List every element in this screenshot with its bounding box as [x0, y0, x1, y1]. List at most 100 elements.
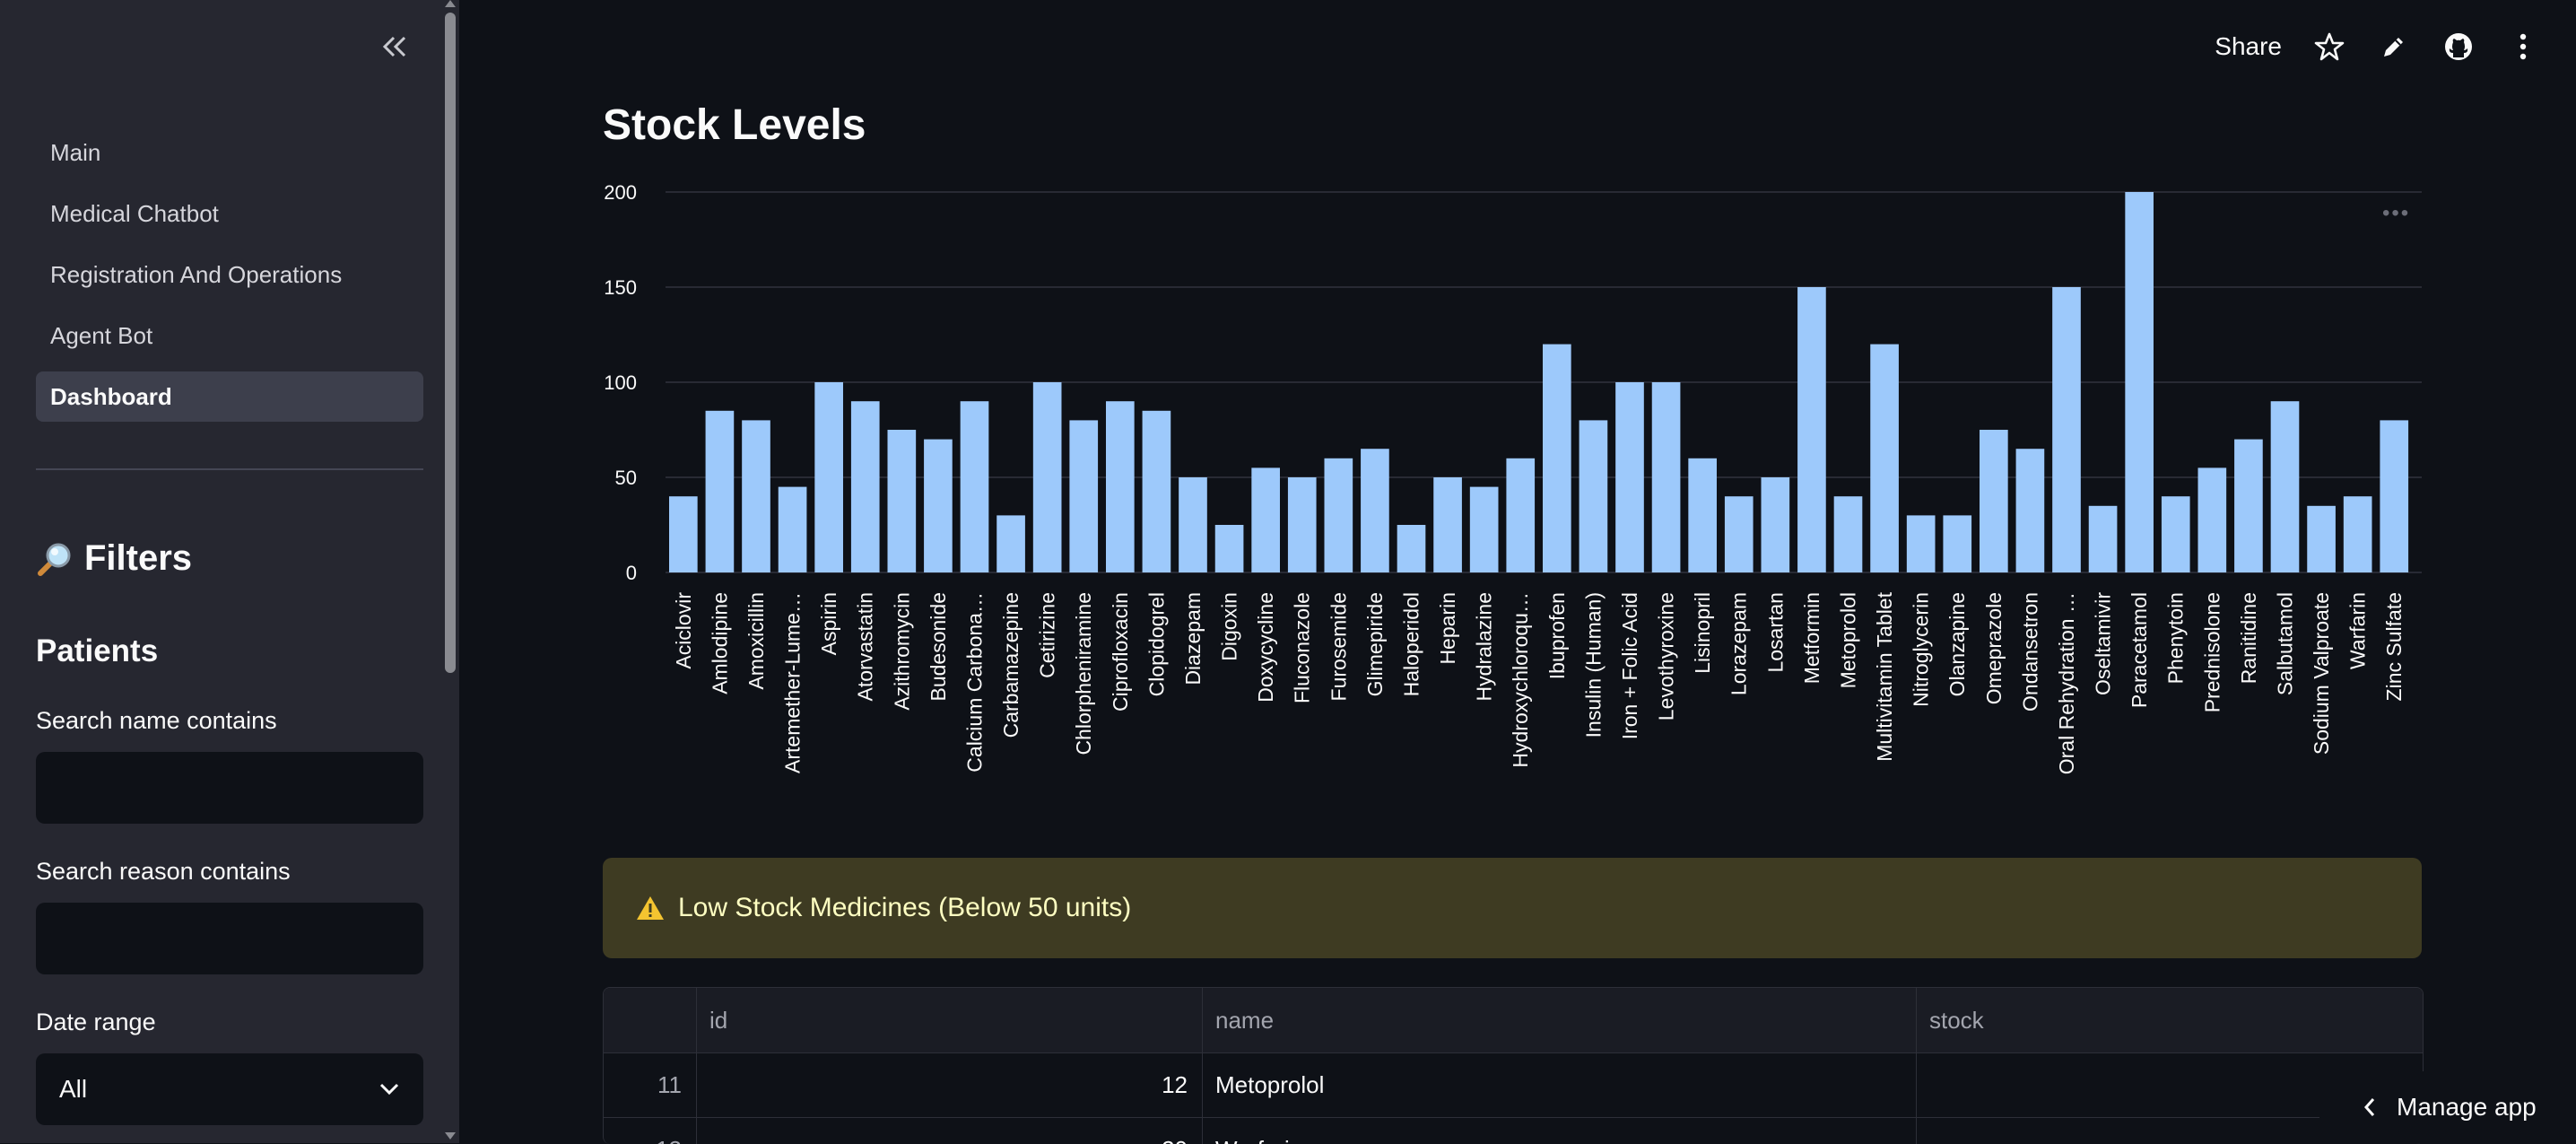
- manage-app-button[interactable]: Manage app: [2319, 1071, 2576, 1143]
- share-button[interactable]: Share: [2215, 32, 2282, 60]
- bar-4[interactable]: [814, 382, 843, 572]
- bar-46[interactable]: [2343, 496, 2372, 572]
- bar-47[interactable]: [2380, 420, 2409, 572]
- bar-32[interactable]: [1833, 496, 1863, 572]
- x-tick-label: Prednisolone: [2200, 592, 2224, 712]
- nav-item-main[interactable]: Main: [50, 138, 101, 166]
- x-tick-label: Oral Rehydration …: [2055, 592, 2078, 774]
- bar-33[interactable]: [1870, 344, 1899, 572]
- x-tick-label: Digoxin: [1218, 592, 1241, 661]
- bar-14[interactable]: [1179, 477, 1207, 572]
- search-name-input[interactable]: [36, 752, 423, 824]
- bar-30[interactable]: [1761, 477, 1790, 572]
- bar-25[interactable]: [1579, 420, 1608, 572]
- more-vertical-icon[interactable]: [2506, 30, 2540, 64]
- table-row[interactable]: 11 12 Metoprolol: [604, 1052, 2423, 1118]
- sidebar-nav: Main Medical Chatbot Registration And Op…: [36, 127, 423, 432]
- id-cell[interactable]: 12: [697, 1052, 1203, 1117]
- date-range-select[interactable]: All: [36, 1053, 423, 1125]
- bar-2[interactable]: [742, 420, 770, 572]
- bar-45[interactable]: [2307, 505, 2336, 572]
- date-range-value: All: [59, 1075, 88, 1103]
- bar-8[interactable]: [960, 401, 989, 572]
- nav-item-agent-bot[interactable]: Agent Bot: [50, 321, 153, 349]
- bar-22[interactable]: [1469, 486, 1499, 572]
- bar-5[interactable]: [850, 401, 880, 572]
- chart-menu-icon[interactable]: •••: [2382, 201, 2411, 225]
- bar-12[interactable]: [1106, 401, 1135, 572]
- x-tick-label: Carbamazepine: [999, 592, 1023, 738]
- x-tick-label: Hydralazine: [1473, 592, 1496, 701]
- bar-26[interactable]: [1615, 382, 1644, 572]
- x-tick-label: Insulin (Human): [1581, 592, 1605, 738]
- chevron-down-icon: [379, 1083, 399, 1096]
- bar-42[interactable]: [2197, 467, 2227, 572]
- bar-15[interactable]: [1214, 525, 1244, 572]
- bar-13[interactable]: [1142, 410, 1171, 572]
- bar-35[interactable]: [1943, 515, 1972, 572]
- bar-17[interactable]: [1287, 477, 1317, 572]
- bar-9[interactable]: [996, 515, 1025, 572]
- row-index-cell: 12: [604, 1117, 697, 1144]
- star-icon[interactable]: [2312, 30, 2346, 64]
- bar-7[interactable]: [924, 439, 953, 572]
- bar-16[interactable]: [1251, 467, 1280, 572]
- bar-36[interactable]: [1980, 430, 2008, 572]
- search-reason-input[interactable]: [36, 903, 423, 974]
- sidebar-scrollbar-thumb[interactable]: [445, 13, 456, 673]
- column-header-id[interactable]: id: [697, 988, 1203, 1052]
- bar-24[interactable]: [1543, 344, 1571, 572]
- bar-27[interactable]: [1651, 382, 1681, 572]
- bar-44[interactable]: [2270, 401, 2300, 572]
- id-cell[interactable]: 20: [697, 1117, 1203, 1144]
- bar-0[interactable]: [669, 496, 698, 572]
- x-tick-label: Clopidogrel: [1144, 592, 1168, 696]
- nav-item-registration-and-operations[interactable]: Registration And Operations: [50, 260, 343, 288]
- x-tick-label: Amlodipine: [708, 592, 731, 694]
- bar-10[interactable]: [1032, 382, 1062, 572]
- column-header-index[interactable]: [604, 988, 697, 1052]
- scroll-down-arrow-icon[interactable]: [445, 1132, 456, 1140]
- bar-28[interactable]: [1688, 458, 1717, 572]
- bar-29[interactable]: [1724, 496, 1754, 572]
- bar-37[interactable]: [2015, 449, 2045, 572]
- y-tick-label: 50: [615, 467, 637, 489]
- bar-38[interactable]: [2052, 287, 2081, 572]
- bar-1[interactable]: [705, 410, 735, 572]
- bar-41[interactable]: [2161, 496, 2190, 572]
- table-row[interactable]: 12 20 Warfarin: [604, 1117, 2423, 1144]
- bar-3[interactable]: [778, 486, 807, 572]
- x-tick-label: Diazepam: [1181, 592, 1205, 686]
- github-icon[interactable]: [2441, 30, 2476, 64]
- column-header-name[interactable]: name: [1203, 988, 1917, 1052]
- pencil-icon[interactable]: [2377, 30, 2411, 64]
- bar-31[interactable]: [1797, 287, 1826, 572]
- name-cell[interactable]: Metoprolol: [1203, 1052, 1917, 1117]
- bar-20[interactable]: [1397, 525, 1426, 572]
- bar-34[interactable]: [1906, 515, 1936, 572]
- x-tick-label: Nitroglycerin: [1910, 592, 1933, 707]
- scroll-up-arrow-icon[interactable]: [445, 0, 456, 7]
- y-tick-label: 150: [604, 276, 637, 299]
- x-tick-label: Oseltamivir: [2092, 592, 2115, 695]
- bar-39[interactable]: [2088, 505, 2118, 572]
- column-header-stock[interactable]: stock: [1929, 1006, 1984, 1034]
- name-cell[interactable]: Warfarin: [1203, 1117, 1917, 1144]
- bar-40[interactable]: [2125, 192, 2154, 572]
- x-tick-label: Cetirizine: [1036, 592, 1059, 678]
- bar-11[interactable]: [1069, 420, 1099, 572]
- bar-19[interactable]: [1361, 449, 1389, 572]
- nav-item-medical-chatbot[interactable]: Medical Chatbot: [50, 199, 219, 227]
- bar-18[interactable]: [1324, 458, 1353, 572]
- bar-6[interactable]: [887, 430, 917, 572]
- bar-43[interactable]: [2234, 439, 2263, 572]
- bar-23[interactable]: [1506, 458, 1536, 572]
- stock-levels-chart: 0 50 100 150 200 Aciclovir Amlodipine Amoxicill…: [603, 176, 2422, 804]
- x-tick-label: Omeprazole: [1982, 592, 2006, 704]
- y-tick-label: 100: [604, 371, 637, 394]
- nav-item-dashboard[interactable]: Dashboard: [36, 371, 423, 422]
- collapse-sidebar-button[interactable]: [375, 31, 414, 63]
- search-name-label: Search name contains: [36, 707, 277, 734]
- manage-app-label: Manage app: [2397, 1093, 2537, 1121]
- bar-21[interactable]: [1433, 477, 1462, 572]
